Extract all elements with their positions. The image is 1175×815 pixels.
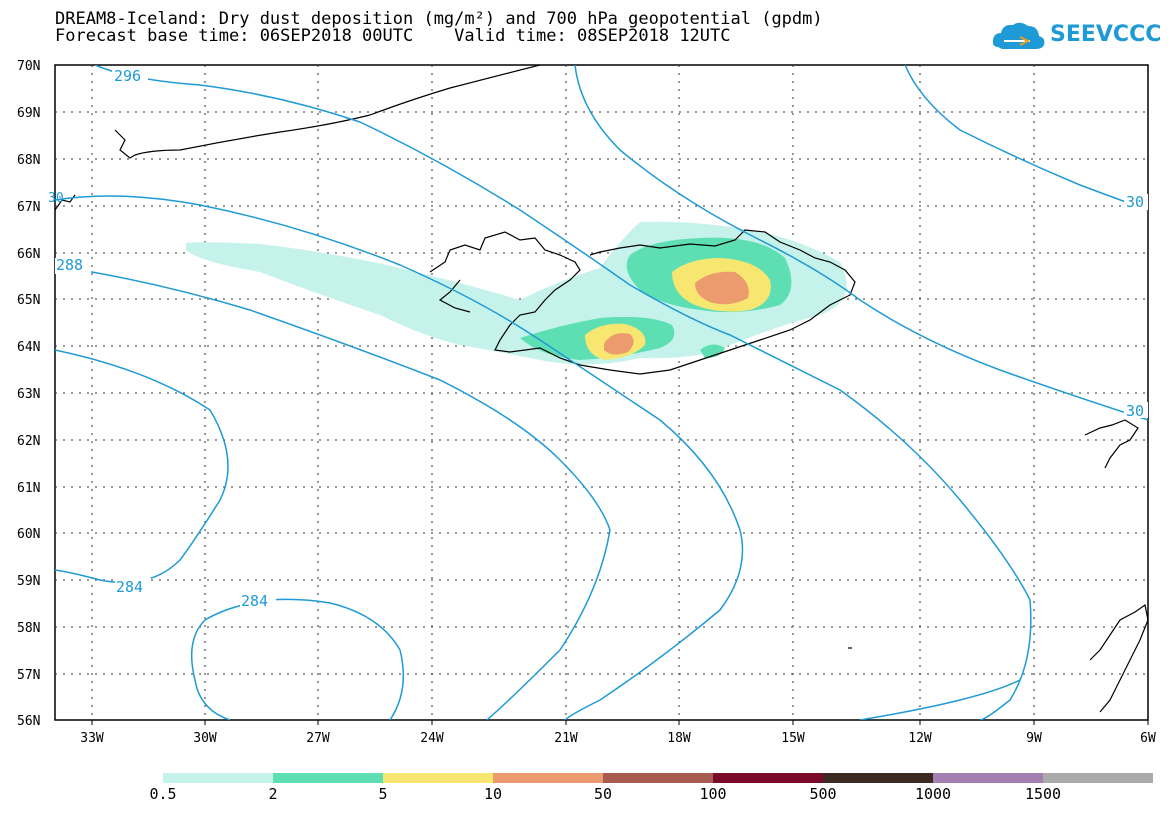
legend-swatch — [713, 773, 823, 783]
contour-label-30-north: 30 — [1126, 193, 1144, 211]
legend-label: 2 — [268, 785, 278, 803]
legend-label: 1500 — [1024, 785, 1062, 803]
map-title: DREAM8-Iceland: Dry dust deposition (mg/… — [55, 9, 823, 29]
contour-288 — [55, 265, 611, 720]
legend-swatch — [933, 773, 1043, 783]
lon-label: 18W — [667, 731, 691, 746]
legend-swatch — [273, 773, 383, 783]
legend-swatch — [1043, 773, 1153, 783]
contour-label-296: 296 — [114, 67, 141, 85]
legend-swatch — [603, 773, 713, 783]
lon-label: 15W — [781, 731, 805, 746]
lon-label: 30W — [193, 731, 217, 746]
legend-label: 10 — [483, 785, 503, 803]
legend-swatch — [493, 773, 603, 783]
lat-label: 64N — [17, 340, 40, 355]
lon-label: 24W — [420, 731, 444, 746]
contour-296 — [94, 65, 1032, 720]
lon-label: 9W — [1026, 731, 1042, 746]
lat-label: 58N — [17, 621, 40, 636]
axis-ticks — [91, 720, 1149, 725]
dust-level-2-east — [700, 344, 725, 358]
contour-label-30-west: 30 — [48, 191, 64, 206]
legend-label: 0.5 — [149, 785, 177, 803]
legend-swatch — [823, 773, 933, 783]
lat-label: 66N — [17, 247, 40, 262]
lat-label: 68N — [17, 153, 40, 168]
lat-label: 63N — [17, 387, 40, 402]
lat-label: 61N — [17, 481, 40, 496]
logo-text: SEEVCCC — [1050, 22, 1162, 47]
contour-labels: 296 288 284 284 30 30 30 — [48, 67, 1148, 610]
contour-284-west — [55, 349, 229, 584]
contour-label-284-south: 284 — [241, 592, 268, 610]
contour-284-loop — [190, 598, 405, 720]
lat-label: 59N — [17, 574, 40, 589]
lat-label: 65N — [17, 293, 40, 308]
dust-level-10-south — [604, 333, 634, 355]
coastline — [55, 65, 1148, 713]
map-subtitle: Forecast base time: 06SEP2018 00UTC Vali… — [55, 26, 731, 46]
dust-level-10 — [695, 271, 749, 305]
contour-label-30-south: 30 — [1126, 402, 1144, 420]
latitude-labels: 70N 69N 68N 67N 66N 65N 64N 63N 62N 61N … — [17, 59, 40, 729]
lon-label: 21W — [554, 731, 578, 746]
contour-300-east — [904, 65, 1148, 211]
legend-swatch — [383, 773, 493, 783]
lat-label: 69N — [17, 106, 40, 121]
legend-label: 1000 — [914, 785, 952, 803]
plot-frame — [54, 64, 1149, 721]
contour-ne — [859, 679, 1021, 720]
legend-label: 100 — [699, 785, 727, 803]
cloud-logo-icon — [992, 22, 1045, 49]
lat-label: 57N — [17, 668, 40, 683]
legend-label: 500 — [809, 785, 837, 803]
lon-label: 12W — [908, 731, 932, 746]
lon-label: 33W — [80, 731, 104, 746]
graticule — [55, 65, 1148, 720]
legend-label: 5 — [378, 785, 388, 803]
dust-deposition-field — [186, 221, 847, 365]
lat-label: 60N — [17, 527, 40, 542]
contour-label-288: 288 — [56, 256, 83, 274]
lat-label: 56N — [17, 714, 40, 729]
lon-label: 27W — [306, 731, 330, 746]
contour-label-284-west: 284 — [116, 578, 143, 596]
legend-swatch — [163, 773, 273, 783]
longitude-labels: 33W 30W 27W 24W 21W 18W 15W 12W 9W 6W — [80, 731, 1156, 746]
geopotential-contours — [55, 65, 1148, 720]
contour-292-east — [574, 65, 1148, 421]
lat-label: 70N — [17, 59, 40, 74]
legend-label: 50 — [593, 785, 613, 803]
lat-label: 62N — [17, 434, 40, 449]
lon-label: 6W — [1140, 731, 1156, 746]
contour-mid — [55, 195, 744, 720]
lat-label: 67N — [17, 200, 40, 215]
